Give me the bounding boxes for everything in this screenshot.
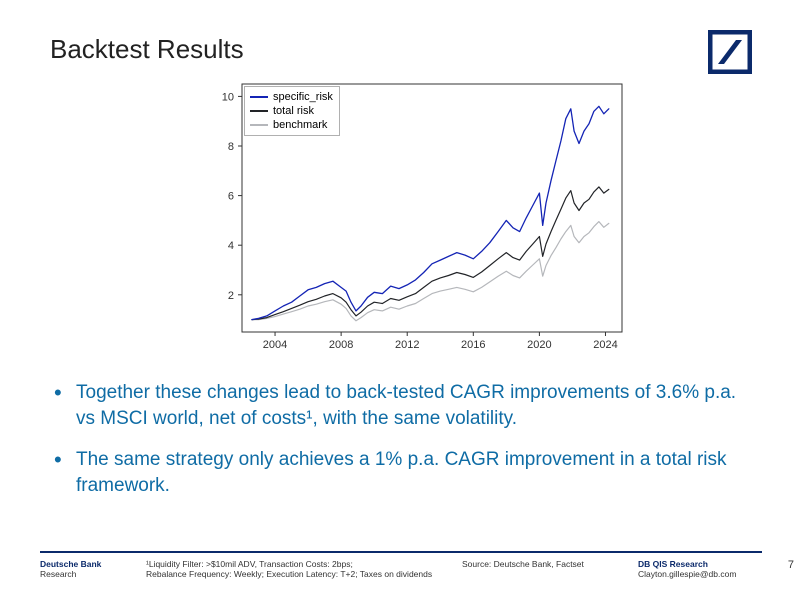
legend-label: specific_risk — [273, 91, 333, 103]
page-number: 7 — [774, 559, 794, 571]
svg-text:4: 4 — [228, 240, 234, 252]
svg-text:10: 10 — [222, 91, 234, 103]
footer-footnote-line2: Rebalance Frequency: Weekly; Execution L… — [146, 569, 456, 579]
slide: Backtest Results 24681020042008201220162… — [0, 0, 802, 603]
footer-source: Source: Deutsche Bank, Factset — [462, 559, 632, 569]
footer-right: DB QIS Research Clayton.gillespie@db.com — [638, 559, 768, 579]
bullet-item: Together these changes lead to back-test… — [50, 380, 752, 431]
legend-item-benchmark: benchmark — [250, 118, 333, 132]
bullet-item: The same strategy only achieves a 1% p.a… — [50, 447, 752, 498]
legend-label: total risk — [273, 105, 314, 117]
svg-text:2016: 2016 — [461, 339, 485, 351]
footer-footnote: ¹Liquidity Filter: >$10mil ADV, Transact… — [146, 559, 456, 579]
legend-swatch — [250, 96, 268, 98]
bullet-list: Together these changes lead to back-test… — [50, 380, 752, 515]
footer-brand: Deutsche Bank Research — [40, 559, 140, 579]
legend-swatch — [250, 124, 268, 126]
footer-research-group: DB QIS Research — [638, 559, 768, 569]
chart-legend: specific_risk total risk benchmark — [244, 86, 340, 136]
footer-footnote-line1: ¹Liquidity Filter: >$10mil ADV, Transact… — [146, 559, 456, 569]
svg-text:2020: 2020 — [527, 339, 551, 351]
svg-text:2004: 2004 — [263, 339, 287, 351]
slide-title: Backtest Results — [50, 34, 244, 65]
backtest-chart: 2 4 6 8 10 2004 2008 2012 2016 2020 2024 specific_… — [200, 80, 630, 360]
svg-text:8: 8 — [228, 141, 234, 153]
db-logo — [708, 30, 752, 74]
svg-text:6: 6 — [228, 191, 234, 203]
footer-brand-line2: Research — [40, 569, 140, 579]
footer-brand-line1: Deutsche Bank — [40, 559, 140, 569]
legend-swatch — [250, 110, 268, 112]
legend-label: benchmark — [273, 119, 327, 131]
legend-item-total-risk: total risk — [250, 104, 333, 118]
svg-text:2012: 2012 — [395, 339, 419, 351]
svg-text:2024: 2024 — [593, 339, 617, 351]
svg-text:2: 2 — [228, 290, 234, 302]
svg-text:2008: 2008 — [329, 339, 353, 351]
footer-email: Clayton.gillespie@db.com — [638, 569, 768, 579]
legend-item-specific-risk: specific_risk — [250, 90, 333, 104]
slide-footer: Deutsche Bank Research ¹Liquidity Filter… — [40, 551, 762, 579]
